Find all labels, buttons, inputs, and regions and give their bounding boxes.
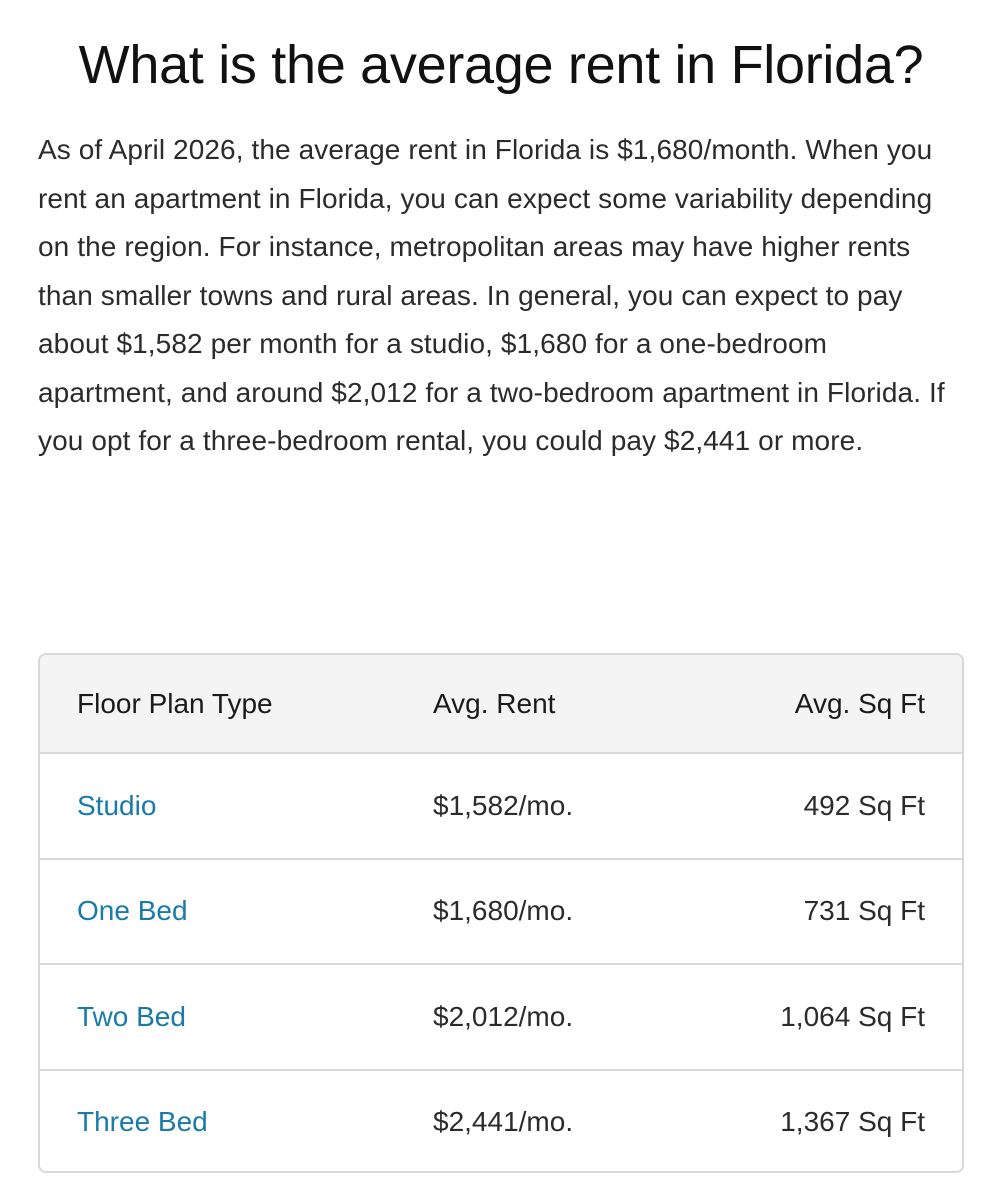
table-row: One Bed $1,680/mo. 731 Sq Ft: [40, 857, 962, 964]
floor-plan-link-studio[interactable]: Studio: [77, 789, 157, 821]
rent-value: $1,680/mo.: [433, 895, 574, 927]
table-header-row: Floor Plan Type Avg. Rent Avg. Sq Ft: [40, 655, 962, 752]
header-avg-rent: Avg. Rent: [433, 687, 556, 719]
sqft-value: 1,064 Sq Ft: [780, 1000, 925, 1032]
header-avg-sqft: Avg. Sq Ft: [794, 687, 925, 719]
rent-table: Floor Plan Type Avg. Rent Avg. Sq Ft Stu…: [38, 653, 964, 1173]
table-row: Three Bed $2,441/mo. 1,367 Sq Ft: [40, 1068, 962, 1172]
header-floor-plan-type: Floor Plan Type: [77, 687, 273, 719]
rent-value: $2,012/mo.: [433, 1000, 574, 1032]
table-row: Two Bed $2,012/mo. 1,064 Sq Ft: [40, 963, 962, 1069]
sqft-value: 731 Sq Ft: [803, 895, 925, 927]
rent-value: $1,582/mo.: [433, 789, 574, 821]
rent-value: $2,441/mo.: [433, 1106, 574, 1138]
floor-plan-link-three-bed[interactable]: Three Bed: [77, 1106, 208, 1138]
floor-plan-link-one-bed[interactable]: One Bed: [77, 895, 188, 927]
page-title: What is the average rent in Florida?: [78, 35, 924, 95]
floor-plan-link-two-bed[interactable]: Two Bed: [77, 1000, 186, 1032]
sqft-value: 492 Sq Ft: [803, 789, 925, 821]
intro-paragraph: As of April 2026, the average rent in Fl…: [38, 134, 945, 456]
table-row: Studio $1,582/mo. 492 Sq Ft: [40, 752, 962, 858]
sqft-value: 1,367 Sq Ft: [780, 1106, 925, 1138]
